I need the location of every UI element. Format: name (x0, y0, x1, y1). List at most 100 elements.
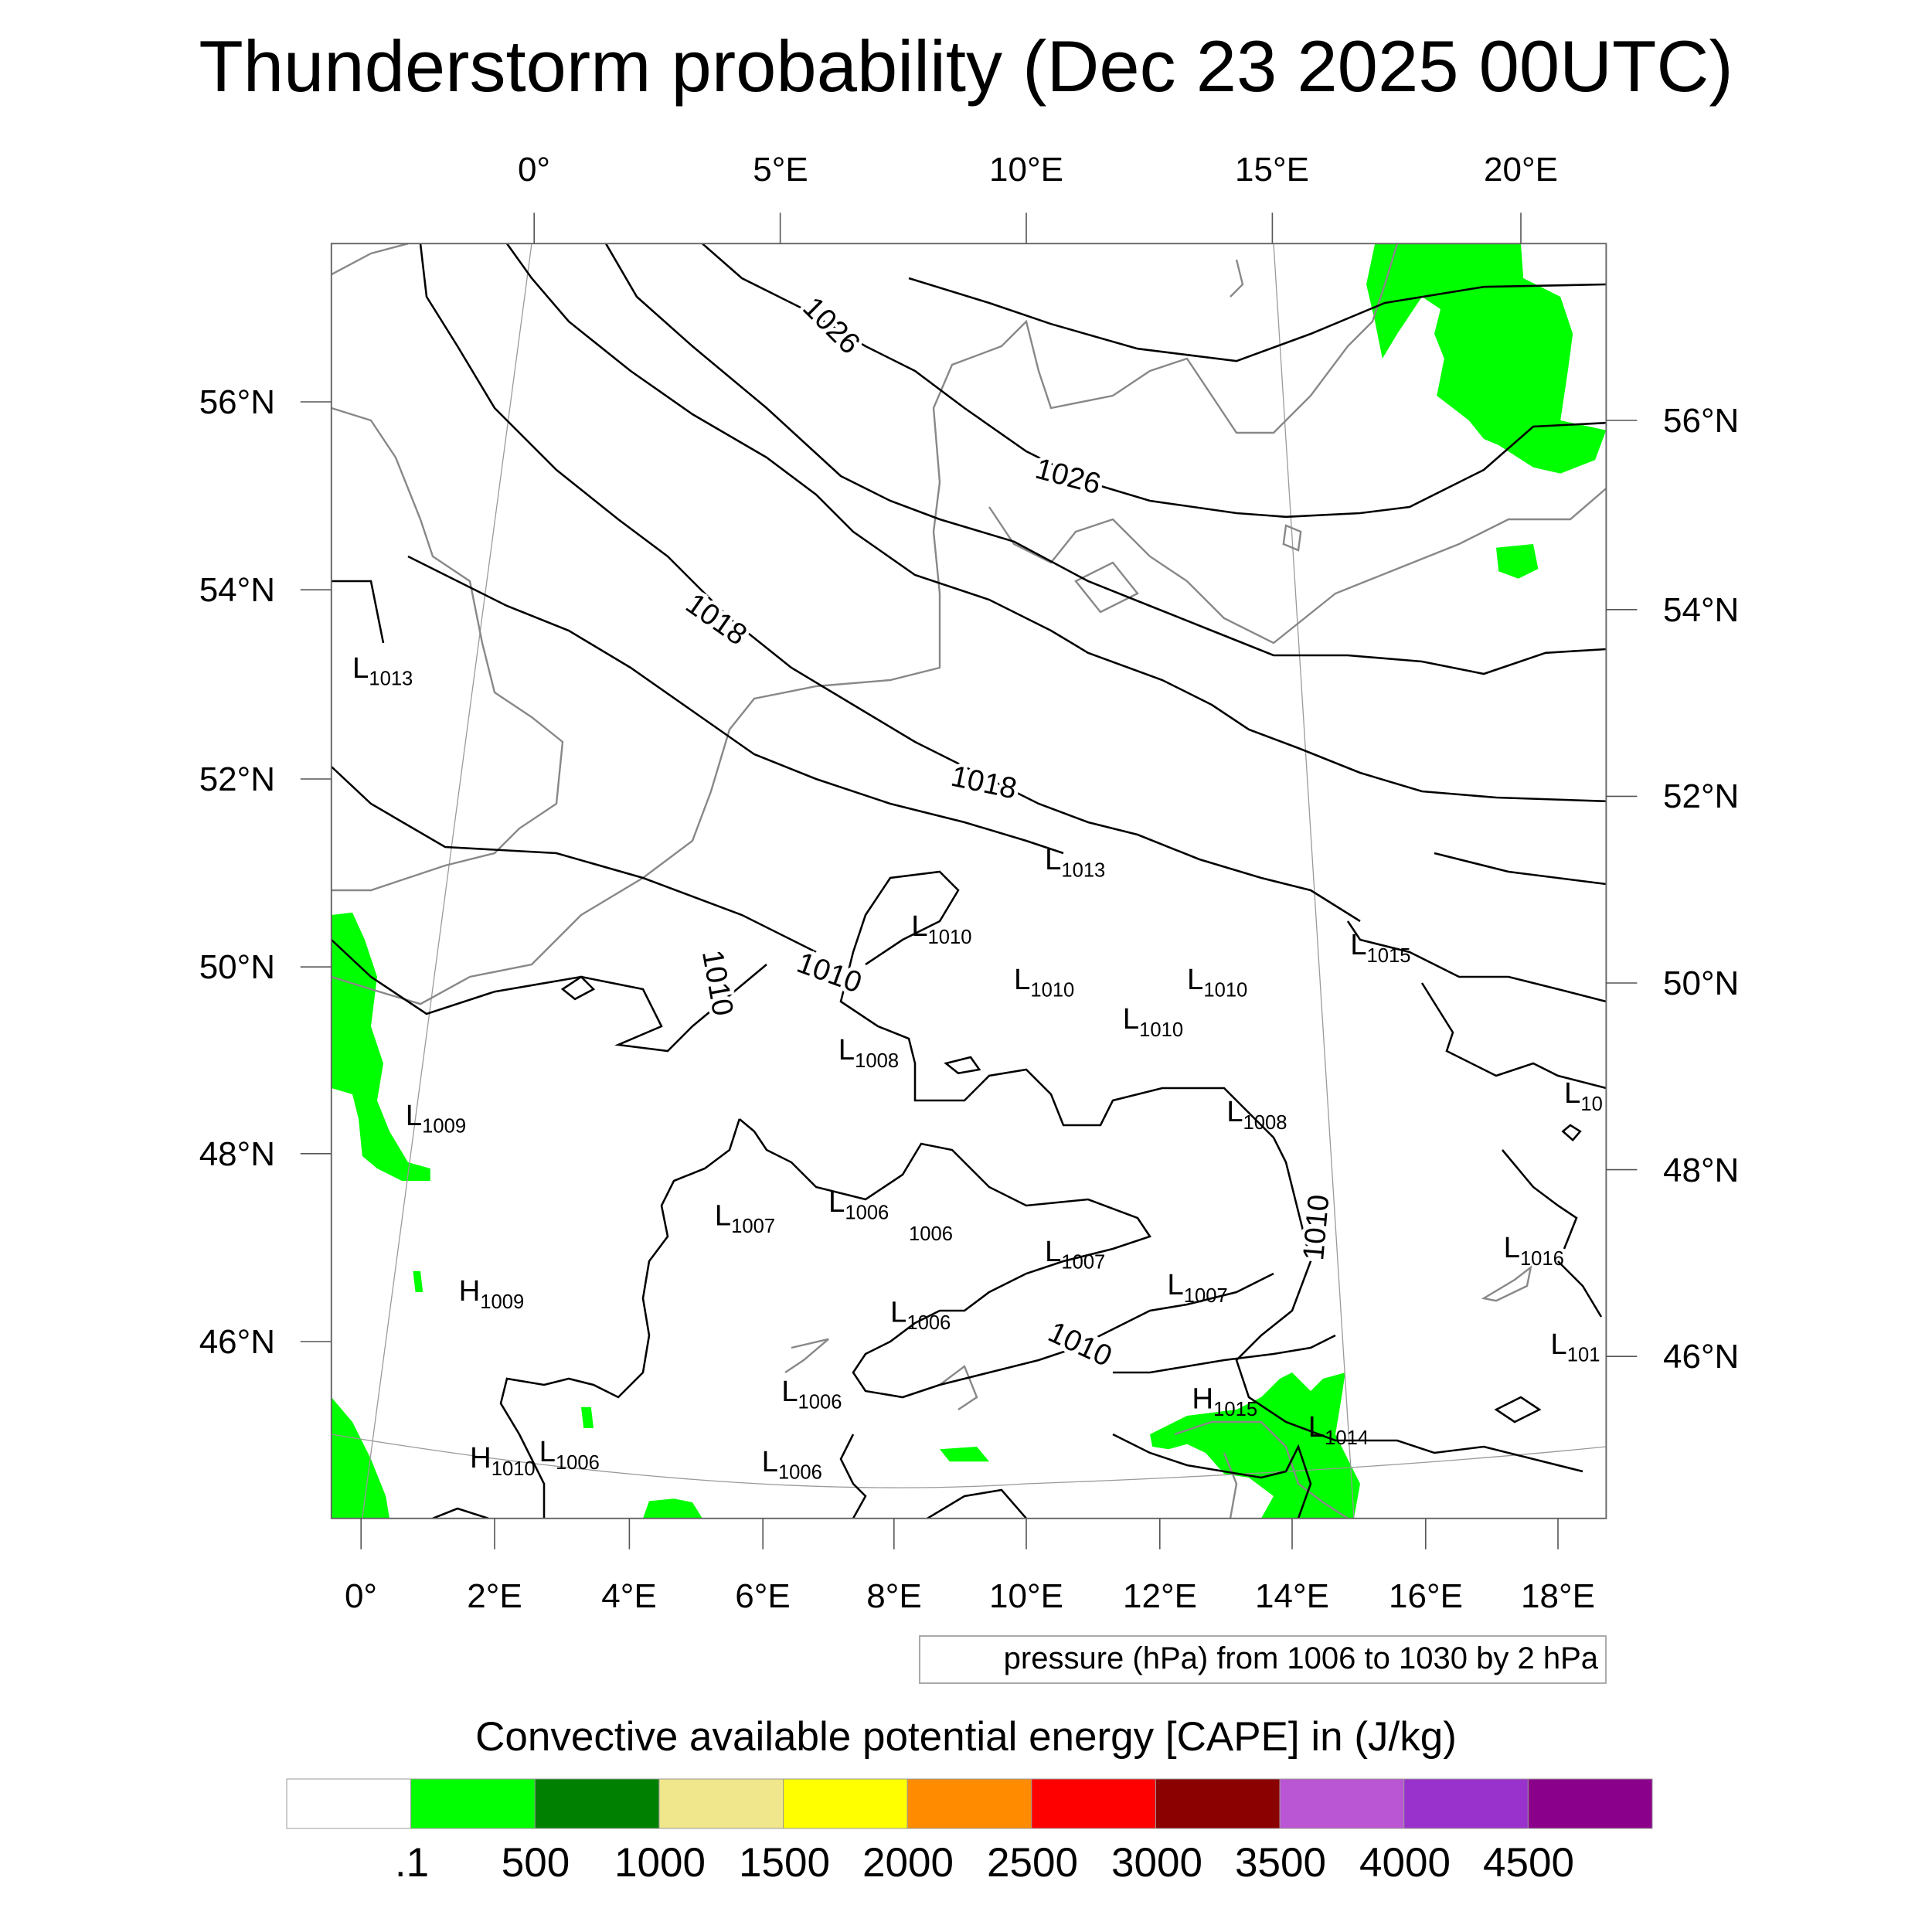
lon-label: 12°E (1123, 1577, 1197, 1615)
colorbar-label: 3500 (1235, 1840, 1326, 1886)
graticule-lines (331, 243, 1607, 1519)
pressure-system-low: L1008 (838, 1033, 899, 1072)
contour-label: 1026 (796, 291, 866, 361)
pressure-system-low: L1010 (1014, 963, 1074, 1002)
lat-label: 48°N (199, 1135, 275, 1173)
pressure-system-low: L1007 (1045, 1235, 1105, 1274)
colorbar-swatch (783, 1778, 908, 1829)
pressure-system-low: L1007 (715, 1199, 775, 1238)
contour-label: 1026 (1032, 452, 1104, 502)
pressure-system-low: L1010 (911, 910, 971, 948)
pressure-system-low: L1006 (781, 1375, 842, 1413)
cape-colorbar (286, 1778, 1653, 1829)
colorbar-swatch (1527, 1778, 1653, 1829)
colorbar-swatch (1155, 1778, 1281, 1829)
lon-label: 10°E (989, 151, 1063, 189)
pressure-system-low: L1009 (406, 1099, 466, 1138)
colorbar-swatch (906, 1778, 1032, 1829)
lat-label: 50°N (199, 948, 275, 986)
pressure-system-low: L1010 (1123, 1002, 1183, 1041)
pressure-system-low: L1006 (762, 1445, 822, 1484)
pressure-system-low: L1013 (1045, 843, 1105, 882)
contour-label: 1018 (948, 760, 1019, 806)
lon-label: 8°E (866, 1577, 921, 1615)
bottom-longitude-labels: 0° 2°E 4°E 6°E 8°E 10°E 12°E 14°E 16°E 1… (345, 1577, 1595, 1615)
pressure-system-low: L1016 (1504, 1231, 1564, 1270)
colorbar-label: 2500 (987, 1840, 1078, 1886)
pressure-system-low: L1010 (1187, 963, 1247, 1002)
colorbar-label: 2000 (862, 1840, 954, 1886)
lon-label: 2°E (467, 1577, 522, 1615)
colorbar-label: 1000 (614, 1840, 706, 1886)
pressure-system-high: H1015 (1192, 1382, 1257, 1420)
lon-label: 20°E (1484, 151, 1558, 189)
pressure-system-low: L1006 (890, 1295, 951, 1334)
left-latitude-labels: 56°N 54°N 52°N 50°N 48°N 46°N (199, 383, 275, 1361)
top-longitude-labels: 0° 5°E 10°E 15°E 20°E (518, 151, 1558, 189)
axis-ticks (300, 213, 1638, 1549)
colorbar-label: 3000 (1111, 1840, 1202, 1886)
contour-labels: 1026 1026 1018 1018 1010 1010 1010 1010 (676, 287, 1339, 1377)
pressure-system-high: H1010 (470, 1441, 536, 1480)
lon-label: 5°E (753, 151, 808, 189)
pressure-system-high: H1009 (459, 1274, 525, 1313)
cape-fill-areas (331, 243, 1607, 1519)
lon-label: 18°E (1521, 1577, 1595, 1615)
pressure-system-low: L1013 (352, 651, 413, 690)
pressure-system-low: 1006 (909, 1223, 953, 1245)
lat-label: 52°N (1663, 777, 1739, 815)
lat-label: 50°N (1663, 964, 1739, 1002)
pressure-system-low: L1015 (1350, 928, 1410, 967)
pressure-system-low: L10 (1564, 1077, 1603, 1115)
colorbar-labels: .1 500 1000 1500 2000 2500 3000 3500 400… (395, 1840, 1574, 1886)
lon-label: 16°E (1389, 1577, 1463, 1615)
right-latitude-labels: 56°N 54°N 52°N 50°N 48°N 46°N (1663, 402, 1739, 1376)
pressure-system-low: L101 (1550, 1328, 1600, 1366)
colorbar-swatch (534, 1778, 660, 1829)
pressure-system-markers: L1013 L1013 L1010 L1015 L1010 L1010 L101… (352, 651, 1603, 1484)
lon-label: 6°E (735, 1577, 790, 1615)
pressure-system-low: L1007 (1167, 1268, 1227, 1307)
colorbar-label: .1 (395, 1840, 429, 1886)
pressure-system-low: L1014 (1308, 1410, 1369, 1449)
colorbar-swatch (1031, 1778, 1156, 1829)
colorbar-label: 4500 (1483, 1840, 1574, 1886)
lat-label: 56°N (199, 383, 275, 421)
colorbar-swatch (286, 1778, 412, 1829)
lat-label: 56°N (1663, 402, 1739, 440)
pressure-system-low: L1006 (828, 1185, 889, 1224)
lat-label: 54°N (1663, 591, 1739, 629)
map-area: 1026 1026 1018 1018 1010 1010 1010 1010 … (300, 213, 1638, 1549)
colorbar-swatch (658, 1778, 784, 1829)
pressure-note: pressure (hPa) from 1006 to 1030 by 2 hP… (1004, 1641, 1599, 1675)
lon-label: 14°E (1255, 1577, 1329, 1615)
colorbar-label: 1500 (739, 1840, 830, 1886)
lat-label: 54°N (199, 571, 275, 609)
pressure-system-low: L1006 (539, 1435, 600, 1474)
colorbar-label: 4000 (1359, 1840, 1451, 1886)
contour-label: 1010 (696, 947, 740, 1019)
contour-label: 1010 (793, 946, 866, 1000)
lat-label: 52°N (199, 760, 275, 798)
lon-label: 15°E (1235, 151, 1309, 189)
pressure-system-low: L1008 (1226, 1095, 1287, 1134)
lon-label: 10°E (989, 1577, 1063, 1615)
contour-label: 1010 (1043, 1315, 1117, 1373)
colorbar-label: 500 (502, 1840, 570, 1886)
contour-label: 1010 (1297, 1193, 1335, 1262)
lon-label: 0° (345, 1577, 377, 1615)
pressure-info-box: pressure (hPa) from 1006 to 1030 by 2 hP… (919, 1635, 1607, 1684)
lat-label: 48°N (1663, 1151, 1739, 1189)
contour-label: 1018 (680, 587, 753, 651)
colorbar-title: Convective available potential energy [C… (475, 1714, 1457, 1760)
map-frame (330, 243, 1607, 1519)
lon-label: 4°E (601, 1577, 656, 1615)
lat-label: 46°N (1663, 1338, 1739, 1376)
isobar-contours (330, 243, 1607, 1520)
colorbar-swatch (1403, 1778, 1529, 1829)
colorbar-swatch (1279, 1778, 1405, 1829)
coastlines (331, 243, 1607, 1519)
lat-label: 46°N (199, 1323, 275, 1361)
colorbar-swatch (410, 1778, 536, 1829)
